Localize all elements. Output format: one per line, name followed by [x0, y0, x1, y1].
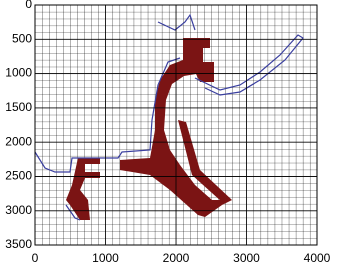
chart: 0500100015002000250030003500010002000300…	[0, 0, 346, 269]
y-tick-label: 0	[25, 0, 32, 11]
x-tick-label: 4000	[304, 251, 331, 265]
x-tick-label: 1000	[92, 251, 119, 265]
y-tick-label: 500	[12, 31, 32, 45]
x-tick-label: 3000	[233, 251, 260, 265]
y-tick-label: 1500	[5, 100, 32, 114]
y-tick-label: 1000	[5, 66, 32, 80]
page: {"chart_data": {"type": "image", "xlim":…	[0, 0, 346, 269]
y-tick-label: 2500	[5, 169, 32, 183]
x-tick-label: 0	[32, 251, 39, 265]
y-tick-label: 2000	[5, 134, 32, 148]
x-tick-label: 2000	[163, 251, 190, 265]
y-tick-label: 3500	[5, 237, 32, 251]
y-tick-label: 3000	[5, 203, 32, 217]
